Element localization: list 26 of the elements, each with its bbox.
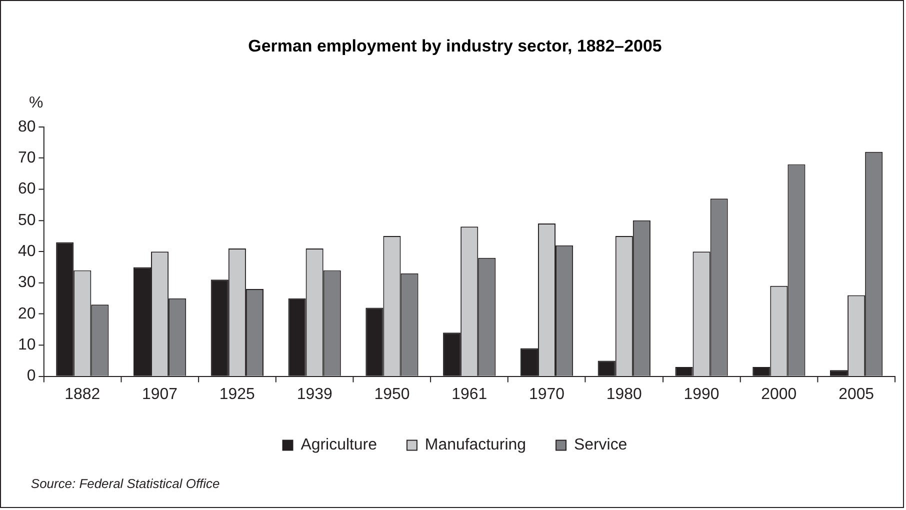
x-tick-label: 1925	[219, 386, 256, 404]
legend-label: Service	[574, 436, 628, 454]
x-tick-label: 1950	[374, 386, 410, 404]
y-tick-label: 40	[18, 243, 36, 260]
y-tick-label: 60	[18, 180, 36, 198]
chart-title: German employment by industry sector, 1882–2005	[248, 36, 662, 56]
x-tick-label: 1939	[296, 386, 332, 404]
y-tick-label: 0	[26, 368, 36, 385]
y-tick-label: 20	[18, 305, 36, 322]
x-tick-label: 1970	[529, 386, 565, 404]
source-note: Source: Federal Statistical Office	[30, 476, 220, 492]
y-tick-label: 80	[18, 118, 36, 136]
y-axis-title: %	[28, 94, 44, 112]
y-tick-label: 10	[18, 336, 36, 354]
x-tick-label: 1882	[64, 386, 100, 404]
x-tick-label: 2005	[838, 386, 874, 404]
x-tick-label: 1980	[606, 386, 642, 404]
legend-label: Manufacturing	[424, 436, 526, 454]
x-tick-label: 2000	[761, 386, 797, 404]
legend-label: Agriculture	[300, 436, 378, 454]
x-tick-label: 1961	[452, 386, 488, 404]
y-tick-label: 30	[18, 274, 36, 292]
x-tick-label: 1907	[142, 386, 178, 404]
y-tick-label: 70	[18, 149, 36, 166]
x-tick-label: 1990	[684, 386, 720, 404]
y-tick-label: 50	[18, 212, 36, 229]
